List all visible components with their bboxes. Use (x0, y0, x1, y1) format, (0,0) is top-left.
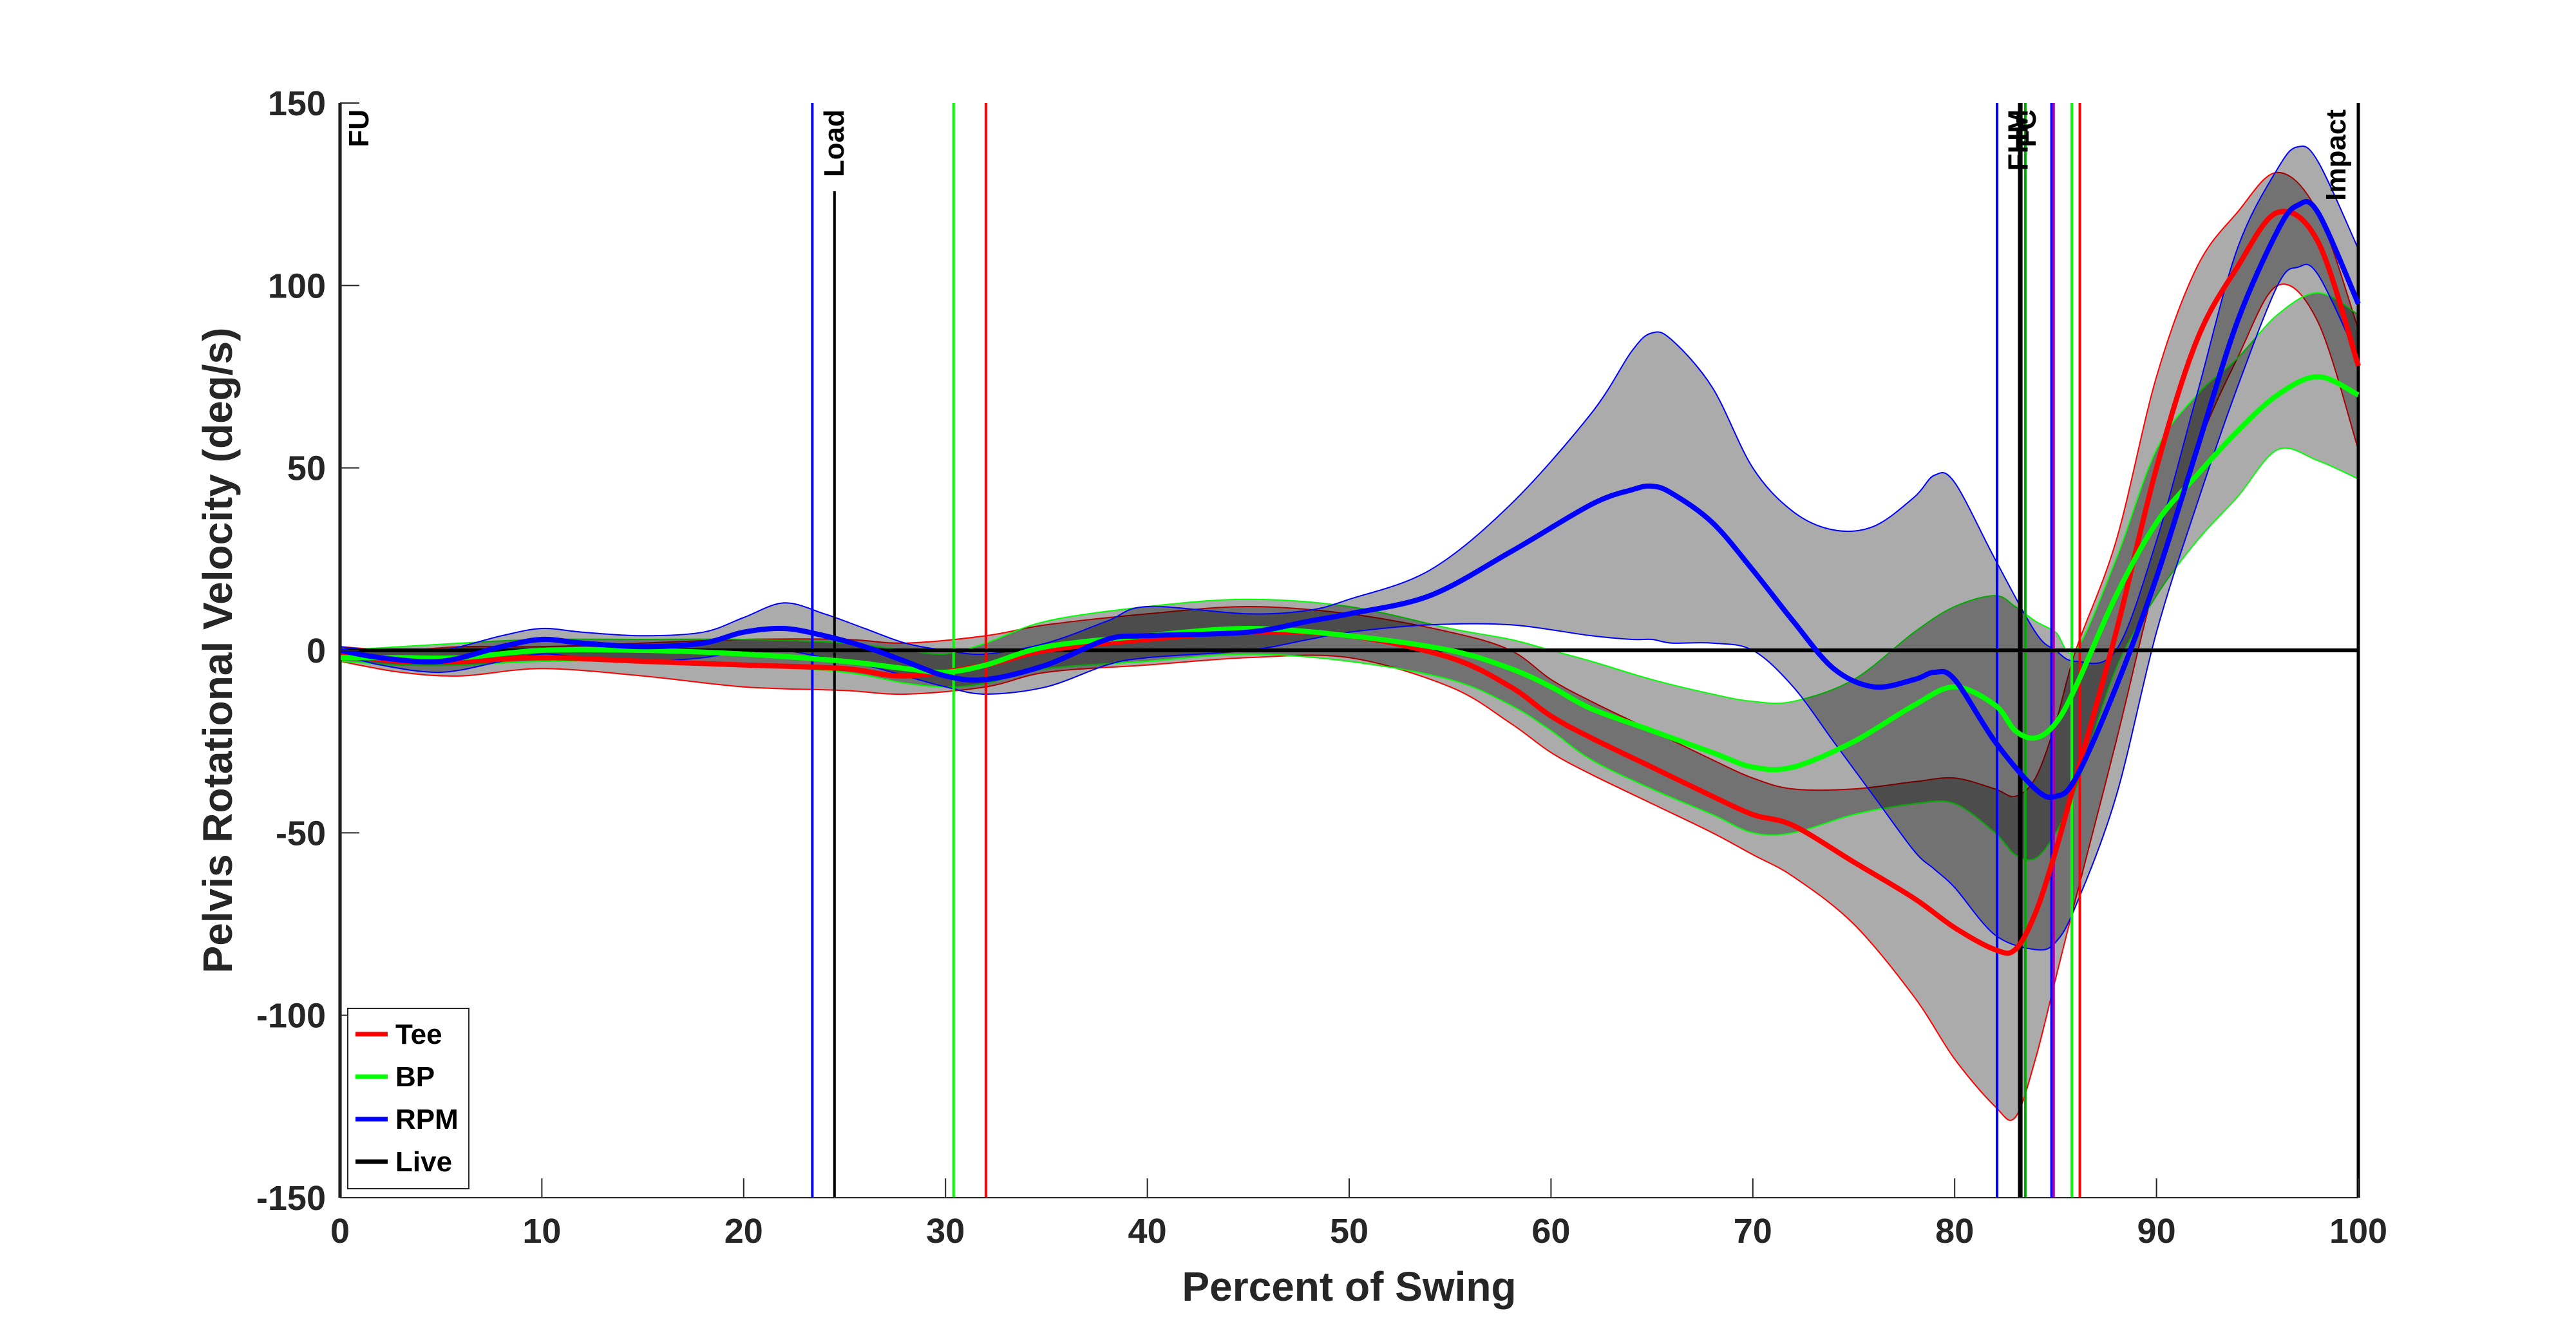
x-tick-label: 50 (1330, 1212, 1368, 1251)
line-tee (339, 209, 2361, 956)
y-axis-title: Pelvis Rotational Velocity (deg/s) (194, 328, 241, 974)
y-tick-label: 150 (268, 84, 326, 123)
line-rpm (339, 199, 2361, 800)
x-tick-label: 90 (2137, 1212, 2176, 1251)
event-label-fhm: FHM (2003, 109, 2034, 171)
line-bp (340, 374, 2360, 773)
x-tick-label: 30 (926, 1212, 965, 1251)
legend-label-live: Live (395, 1146, 452, 1178)
x-tick-label: 20 (724, 1212, 763, 1251)
legend-box (347, 1008, 469, 1189)
event-label-fc: FC (2011, 109, 2042, 147)
axes: 0 10 20 30 40 50 60 70 80 90 100 -150 -100 -50 0 50 100 1… (256, 84, 2387, 1251)
event-label-impact: Impact (2320, 109, 2352, 201)
event-label-fu: FU (343, 109, 375, 147)
x-tick-label: 0 (330, 1212, 350, 1251)
x-axis-title: Percent of Swing (1182, 1263, 1516, 1310)
x-tick-label: 80 (1935, 1212, 1974, 1251)
event-label-load: Load (819, 109, 850, 177)
x-tick-label: 100 (2329, 1212, 2387, 1251)
y-tick-label: 50 (287, 449, 326, 488)
x-tick-label: 10 (522, 1212, 561, 1251)
legend-label-tee: Tee (395, 1019, 442, 1050)
x-tick-label: 60 (1531, 1212, 1570, 1251)
band-tee (339, 171, 2359, 1121)
x-tick-label: 70 (1734, 1212, 1772, 1251)
x-tick-label: 40 (1128, 1212, 1167, 1251)
y-tick-label: 0 (307, 632, 326, 670)
legend: Tee BP RPM Live (347, 1008, 469, 1189)
y-tick-label: -100 (256, 997, 326, 1035)
y-tick-label: 100 (268, 267, 326, 305)
legend-label-bp: BP (395, 1061, 435, 1093)
legend-label-rpm: RPM (395, 1104, 459, 1135)
y-tick-label: -150 (256, 1179, 326, 1218)
series-lines (339, 199, 2361, 956)
y-tick-label: -50 (276, 814, 326, 853)
